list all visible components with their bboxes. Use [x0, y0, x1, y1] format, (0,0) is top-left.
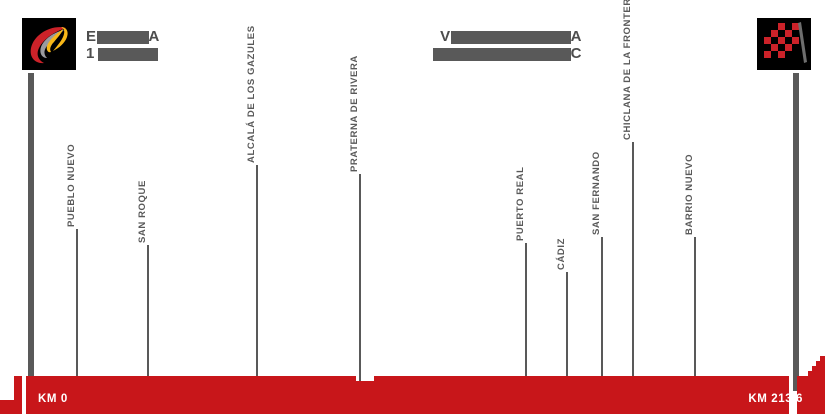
- city-marker: PUEBLO NUEVO: [66, 144, 78, 391]
- start-location-line1: E: [86, 28, 97, 45]
- finish-location-line2-wrap: C: [432, 45, 582, 62]
- finish-header: V A C: [432, 0, 825, 74]
- city-marker: BARRIO NUEVO: [684, 154, 696, 391]
- city-label: SAN FERNANDO: [591, 151, 602, 235]
- city-marker: CHICLANA DE LA FRONTERA: [622, 0, 634, 391]
- start-marker: [28, 73, 34, 391]
- city-label: CÁDIZ: [556, 237, 567, 270]
- city-label: BARRIO NUEVO: [684, 153, 695, 235]
- vuelta-logo-icon: [22, 18, 76, 70]
- city-tick-line: [601, 237, 603, 391]
- city-label: PUERTO REAL: [515, 166, 526, 241]
- city-marker: ALCALÁ DE LOS GAZULES: [246, 25, 258, 391]
- city-tick-line: [566, 272, 568, 391]
- city-label: SAN ROQUE: [137, 180, 148, 243]
- start-location-redaction-2: [97, 47, 158, 61]
- city-tick-line: [147, 245, 149, 391]
- city-tick-line: [632, 142, 634, 391]
- city-label: CHICLANA DE LA FRONTERA: [622, 0, 633, 140]
- city-marker: SAN FERNANDO: [591, 151, 603, 391]
- city-marker: CÁDIZ: [556, 238, 568, 391]
- start-location-line2: 1: [86, 45, 95, 62]
- city-tick-line: [694, 237, 696, 391]
- city-tick-line: [76, 229, 78, 391]
- finish-location-line1-tail: A: [570, 28, 582, 45]
- finish-location-redaction-1: [450, 30, 571, 44]
- finish-marker: [793, 73, 799, 391]
- start-location-line2-wrap: 1: [86, 45, 160, 62]
- checkered-flag-icon: [757, 18, 811, 70]
- elevation-profile-band: KM 0 KM 213,6: [0, 354, 825, 414]
- city-tick-line: [256, 165, 258, 391]
- city-label: PRATERNA DE RIVERA: [349, 55, 360, 172]
- finish-location-line1: V: [440, 28, 451, 45]
- city-label: ALCALÁ DE LOS GAZULES: [246, 25, 257, 163]
- city-tick-line: [525, 243, 527, 391]
- start-location-redaction-1: [96, 30, 149, 44]
- start-location-text: E A 1: [86, 28, 160, 62]
- city-label: PUEBLO NUEVO: [66, 143, 77, 227]
- finish-location-redaction-2: [432, 47, 571, 61]
- city-marker: SAN ROQUE: [137, 180, 149, 391]
- finish-location-line2-tail: C: [570, 45, 582, 62]
- city-tick-line: [359, 174, 361, 391]
- city-marker: PRATERNA DE RIVERA: [349, 55, 361, 391]
- start-location-line1-tail: A: [148, 28, 160, 45]
- city-marker: PUERTO REAL: [515, 166, 527, 391]
- km-start-label: KM 0: [38, 393, 68, 405]
- km-end-label: KM 213,6: [748, 393, 803, 405]
- finish-location-text: V A C: [432, 28, 582, 62]
